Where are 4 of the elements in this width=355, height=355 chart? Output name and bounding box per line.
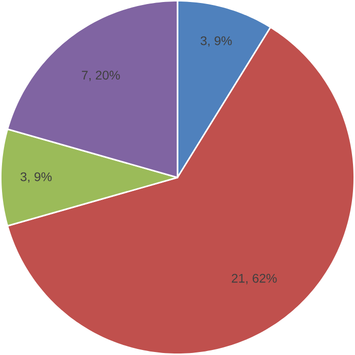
data-label: 21, 62% [232,274,277,284]
data-label: 3, 9% [20,172,52,183]
data-label: 7, 20% [82,70,120,82]
data-label: 3, 9% [200,36,232,47]
